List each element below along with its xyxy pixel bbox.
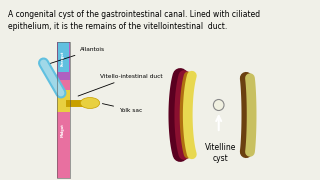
FancyBboxPatch shape: [57, 42, 70, 80]
Ellipse shape: [80, 98, 100, 109]
Text: epithelium, it is the remains of the vitellointestinal  duct.: epithelium, it is the remains of the vit…: [8, 22, 227, 31]
Circle shape: [213, 100, 224, 111]
Text: Midgut: Midgut: [61, 123, 65, 137]
Text: A congenital cyst of the gastrointestinal canal. Lined with ciliated: A congenital cyst of the gastrointestina…: [8, 10, 260, 19]
FancyBboxPatch shape: [58, 42, 69, 72]
Text: Vitello-intestinal duct: Vitello-intestinal duct: [78, 74, 162, 96]
FancyBboxPatch shape: [57, 90, 70, 112]
Text: Allantois: Allantois: [48, 47, 106, 64]
Text: Yolk sac: Yolk sac: [102, 104, 142, 112]
FancyBboxPatch shape: [57, 80, 70, 178]
Text: Foregut: Foregut: [61, 50, 65, 66]
Text: Vitelline
cyst: Vitelline cyst: [205, 143, 236, 163]
